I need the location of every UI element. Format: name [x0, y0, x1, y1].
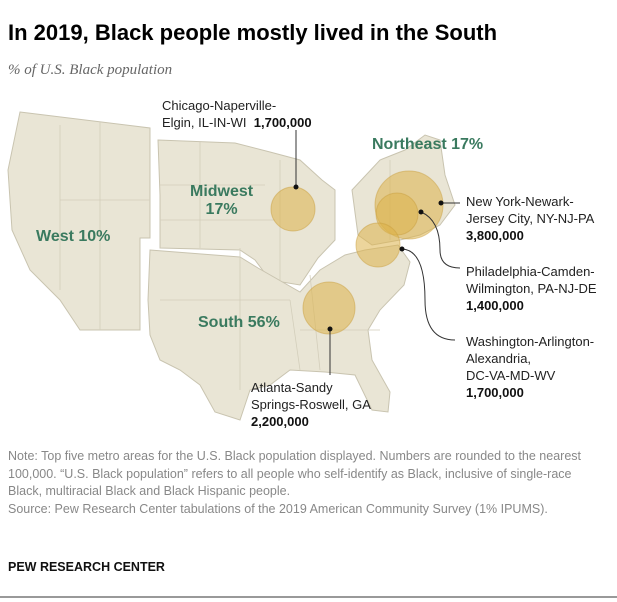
metro-bubbles: [270, 170, 444, 335]
region-midwest: [157, 139, 336, 286]
metro-name: Alexandria,: [466, 351, 532, 366]
metro-name: DC-VA-MD-WV: [466, 368, 556, 383]
metro-label-atlanta: Atlanta-Sandy Springs-Roswell, GA 2,200,…: [251, 379, 371, 430]
metro-label-new-york: New York-Newark- Jersey City, NY-NJ-PA 3…: [466, 193, 594, 244]
metro-label-philadelphia: Philadelphia-Camden- Wilmington, PA-NJ-D…: [466, 263, 597, 314]
note-text: Note: Top five metro areas for the U.S. …: [8, 449, 582, 498]
region-label-west: West 10%: [36, 228, 111, 245]
metro-name: Chicago-Naperville-: [162, 98, 277, 113]
metro-name: Elgin, IL-IN-WI: [162, 115, 247, 130]
metro-value: 1,400,000: [466, 298, 524, 313]
metro-value: 1,700,000: [253, 115, 312, 130]
bubble-chicago: [270, 186, 316, 232]
region-label-midwest-name: Midwest: [190, 183, 254, 200]
metro-value: 1,700,000: [466, 385, 524, 400]
metro-label-chicago: Chicago-Naperville- Elgin, IL-IN-WI 1,70…: [162, 97, 312, 131]
bubble-atlanta: [302, 281, 356, 335]
metro-name: Jersey City, NY-NJ-PA: [466, 211, 595, 226]
chart-subtitle: % of U.S. Black population: [8, 62, 173, 78]
metro-dots: [293, 184, 444, 332]
us-map: [7, 111, 461, 421]
source-text: Source: Pew Research Center tabulations …: [8, 501, 548, 516]
metro-name: Philadelphia-Camden-: [466, 264, 595, 279]
region-label-midwest-share: 17%: [205, 201, 238, 218]
metro-name: Springs-Roswell, GA: [251, 397, 371, 412]
bottom-divider: [0, 596, 617, 598]
brand-logo-text: PEW RESEARCH CENTER: [8, 560, 165, 574]
region-label-northeast: Northeast 17%: [372, 136, 484, 153]
metro-name: Atlanta-Sandy: [251, 380, 333, 395]
metro-value: 3,800,000: [466, 228, 524, 243]
metro-label-washington: Washington-Arlington- Alexandria, DC-VA-…: [466, 333, 594, 401]
region-west: [7, 111, 151, 331]
metro-name: New York-Newark-: [466, 194, 574, 209]
metro-name: Wilmington, PA-NJ-DE: [466, 281, 597, 296]
region-label-south: South 56%: [198, 314, 280, 331]
metro-name: Washington-Arlington-: [466, 334, 595, 349]
notes: Note: Top five metro areas for the U.S. …: [8, 448, 608, 518]
leader-lines: [295, 130, 461, 375]
bubble-washington: [355, 222, 401, 268]
region-label-midwest: Midwest 17%: [190, 183, 253, 219]
metro-value: 2,200,000: [251, 414, 309, 429]
chart-title: In 2019, Black people mostly lived in th…: [8, 20, 498, 45]
